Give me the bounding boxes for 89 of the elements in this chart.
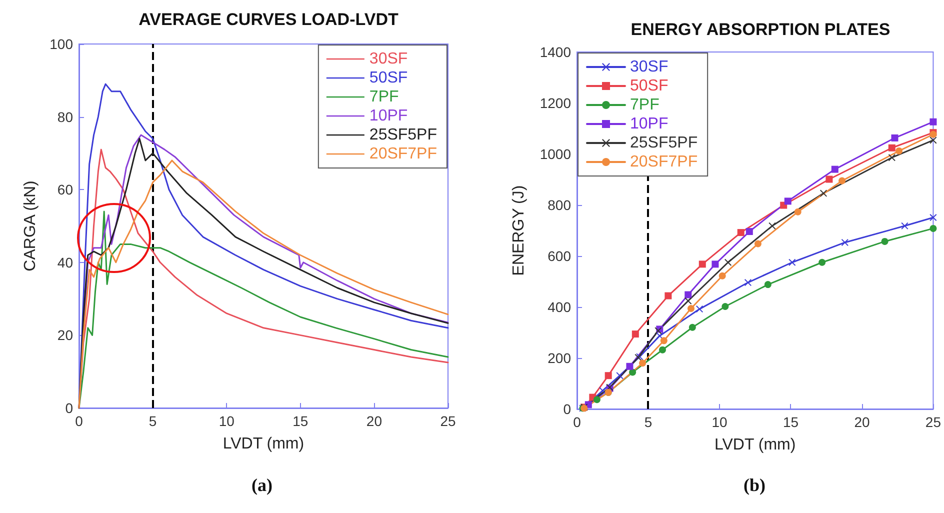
point (838, 177, 846, 184)
point (888, 154, 896, 162)
point (881, 238, 888, 245)
point (930, 136, 937, 144)
point (684, 291, 692, 298)
y-tick-label: 20 (57, 327, 74, 344)
y-tick-label: 60 (57, 182, 74, 198)
y-axis-title: ENERGY (J) (510, 185, 528, 276)
text: (a) (252, 475, 272, 495)
x-tick-label: 0 (573, 414, 582, 430)
chart-title: AVERAGE CURVES LOAD-LVDT (138, 10, 399, 29)
point (831, 166, 838, 173)
point (826, 176, 833, 183)
point (660, 337, 668, 344)
point (639, 360, 646, 367)
legend-label: 30SF (369, 50, 408, 68)
point (891, 134, 898, 142)
point (659, 346, 666, 354)
x-tick-label: 20 (854, 414, 870, 430)
legend-label: 25SF5PF (369, 126, 438, 144)
point (746, 228, 753, 236)
point (888, 144, 896, 152)
point (722, 302, 729, 310)
y-tick-label: 800 (548, 197, 572, 213)
point (626, 362, 634, 370)
y-tick-label: 400 (548, 299, 572, 315)
x-tick-label: 10 (218, 413, 235, 429)
legend-label: 25SF5PF (630, 134, 698, 152)
x-tick-label: 20 (366, 413, 382, 429)
y-tick-label: 600 (548, 248, 572, 264)
point (784, 198, 792, 205)
y-tick-label: 200 (548, 350, 572, 366)
point (788, 258, 796, 266)
point (604, 372, 612, 380)
x-axis-title: LVDT (mm) (714, 436, 796, 454)
point (632, 330, 639, 338)
x-tick-label: 0 (75, 413, 84, 429)
legend-label: 20SF7PF (369, 146, 438, 162)
x-tick-label: 5 (644, 414, 652, 430)
x-tick-label: 25 (925, 414, 942, 430)
point (818, 258, 826, 266)
x-tick-label: 15 (782, 414, 799, 430)
point (744, 279, 752, 286)
legend-label: 20SF7PF (630, 154, 698, 170)
x-tick-label: 5 (148, 413, 157, 429)
y-tick-label: 1200 (540, 95, 572, 111)
point (629, 368, 636, 376)
point (688, 324, 696, 331)
legend-label: 10PF (369, 108, 408, 124)
point (794, 208, 802, 216)
chart-title: ENERGY ABSORPTION PLATES (630, 20, 890, 39)
y-tick-label: 1000 (540, 146, 572, 162)
point (687, 305, 694, 312)
point (841, 238, 848, 246)
x-tick-label: 15 (292, 413, 308, 429)
y-tick-label: 40 (57, 254, 74, 270)
x-tick-label: 25 (440, 413, 456, 429)
text: (b) (744, 475, 766, 495)
point (724, 258, 732, 266)
point (737, 229, 744, 236)
y-axis-title: CARGA (kN) (22, 180, 40, 272)
point (930, 118, 937, 126)
point (896, 147, 903, 154)
y-tick-label: 1400 (540, 44, 572, 60)
point (664, 292, 672, 300)
x-axis-title: LVDT (mm) (222, 436, 304, 452)
y-tick-label: 0 (65, 400, 74, 416)
point (696, 306, 704, 313)
y-tick-label: 100 (50, 36, 74, 52)
legend-label: 50SF (369, 70, 408, 86)
legend-label: 7PF (630, 96, 660, 114)
x-tick-label: 10 (712, 414, 728, 430)
point (684, 297, 692, 304)
y-tick-label: 80 (57, 108, 74, 125)
point (768, 222, 776, 230)
point (698, 260, 706, 268)
point (754, 240, 762, 248)
point (593, 396, 600, 404)
legend-label: 10PF (630, 116, 668, 132)
point (718, 272, 726, 280)
point (930, 224, 937, 232)
y-tick-label: 0 (563, 401, 572, 417)
point (712, 260, 719, 268)
legend-label: 7PF (369, 88, 399, 106)
point (764, 281, 772, 288)
point (901, 222, 908, 230)
legend-label: 50SF (630, 78, 668, 94)
point (616, 372, 624, 380)
legend-label: 30SF (630, 58, 668, 76)
